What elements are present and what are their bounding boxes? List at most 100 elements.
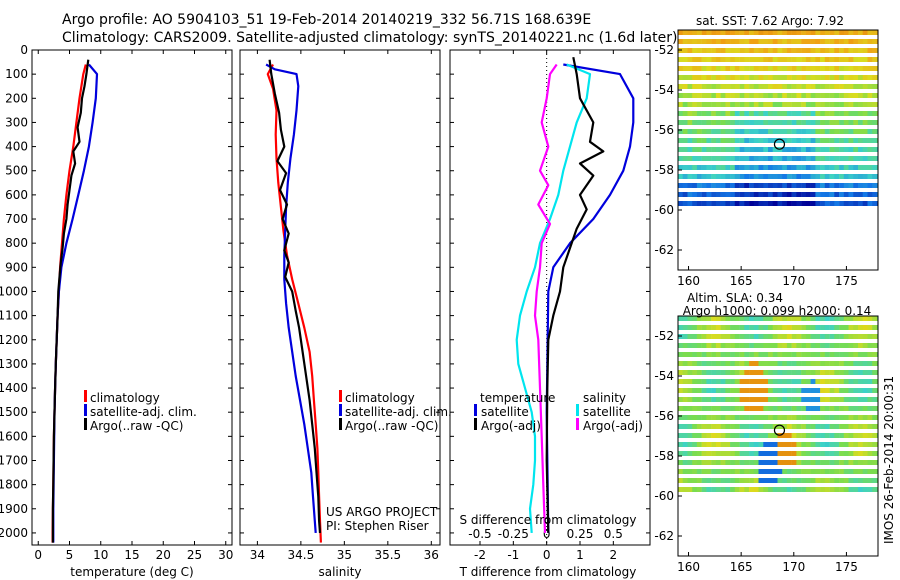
sla-map-cell [715,433,721,438]
sla-map-cell [772,343,778,348]
sst-map-cell [739,174,745,179]
sla-map-cell [706,415,712,420]
sst-map-cell [701,111,707,116]
sla-map-cell [758,478,764,483]
sla-map-cell [720,343,726,348]
sst-map-cell [763,111,769,116]
sst-map-cell [715,120,721,125]
sla-map-cell [858,424,863,429]
sst-map-cell [834,183,840,188]
sla-map-cell [848,478,854,483]
sla-map-cell [687,316,693,321]
sst-map-cell [720,48,726,53]
sst-map-cell [876,66,878,71]
sla-map-cell [867,451,873,456]
sla-map-cell [692,451,698,456]
sla-map-cell [843,361,849,366]
sla-map-cell [682,442,688,447]
sst-map-cell [862,165,868,170]
sst-map-cell [720,30,726,35]
sst-map-cell [824,57,830,62]
sla-map-cell [711,478,717,483]
sla-map-cell [749,379,755,384]
sla-map: 160 165 170 175-52-54-56-58-60-62 [654,315,879,574]
sst-map-cell [796,111,802,116]
sla-map-cell [692,316,698,321]
sla-map-cell [782,334,788,339]
sst-map-cell [782,75,788,80]
sst-map-cell [734,75,740,80]
sla-map-cell [739,487,745,492]
sst-map-cell [715,57,721,62]
depth-tick-label: 2000 [0,526,28,540]
sla-map-cell [805,469,811,474]
sla-map-cell [682,433,688,438]
sla-map-cell [701,433,707,438]
sla-map-xtick-label: 160 [677,560,700,574]
sla-map-cell [824,442,830,447]
sla-map-cell [848,433,854,438]
sst-map-cell [782,201,788,206]
sst-map-cell [753,93,759,98]
sst-map-cell [820,147,826,152]
temperature-frame [31,49,233,546]
sla-map-cell [734,370,740,375]
sla-map-cell [720,352,726,357]
depth-tick-label: 200 [5,91,28,105]
sst-map-cell [867,57,873,62]
sla-map-cell [715,415,721,420]
sst-map-cell [810,57,816,62]
sst-map-cell [867,192,873,197]
sst-map-cell [678,75,683,80]
sst-map-cell [692,84,698,89]
sla-map-cell [782,397,788,402]
sst-map-cell [715,192,721,197]
sla-map-cell [786,388,792,393]
sla-map-cell [696,469,702,474]
sla-map-cell [820,451,826,456]
sst-map-cell [824,165,830,170]
sla-map-cell [815,316,821,321]
sst-map-cell [720,39,726,44]
sla-map-cell [744,487,750,492]
depth-tick-label: 1600 [0,429,28,443]
sla-map-cell [734,334,740,339]
sla-map-cell [820,487,826,492]
sst-map-cell [824,30,830,35]
sla-map-cell [772,352,778,357]
sst-map-cell [701,174,707,179]
sst-map-cell [777,120,783,125]
sst-map-cell [791,93,797,98]
depth-tick-label: 1000 [0,284,28,298]
sla-map-cell [824,370,830,375]
sla-map-cell [858,487,863,492]
sst-map-cell [876,147,878,152]
sla-map-cell [768,361,773,366]
sla-map-cell [796,424,802,429]
sla-map-cell [768,460,773,465]
sst-map-cell [796,183,802,188]
sst-map-cell [692,102,698,107]
sla-map-cell [782,415,788,420]
sst-map-cell [853,39,859,44]
sst-map-cell [805,183,811,188]
sla-map-cell [682,352,688,357]
sst-map-cell [853,75,859,80]
sla-map-cell [867,433,873,438]
side-timestamp-label: IMOS 26-Feb-2014 20:00:31 [882,376,896,544]
sla-map-cell [706,316,712,321]
sla-map-cell [744,325,750,330]
sst-map-cell [853,93,859,98]
sla-map-cell [744,442,750,447]
sst-map-cell [815,102,821,107]
sla-map-cell [730,379,736,384]
sst-map-cell [853,201,859,206]
sla-map-cell [782,379,788,384]
sla-map-xtick-label: 175 [835,560,858,574]
sla-map-argo-marker [773,424,786,436]
sla-map-cell [734,478,740,483]
salinity-xtick-label: 35.5 [374,548,401,562]
sla-map-cell [834,487,840,492]
sla-map-cell [682,379,688,384]
sla-map-cell [687,352,693,357]
